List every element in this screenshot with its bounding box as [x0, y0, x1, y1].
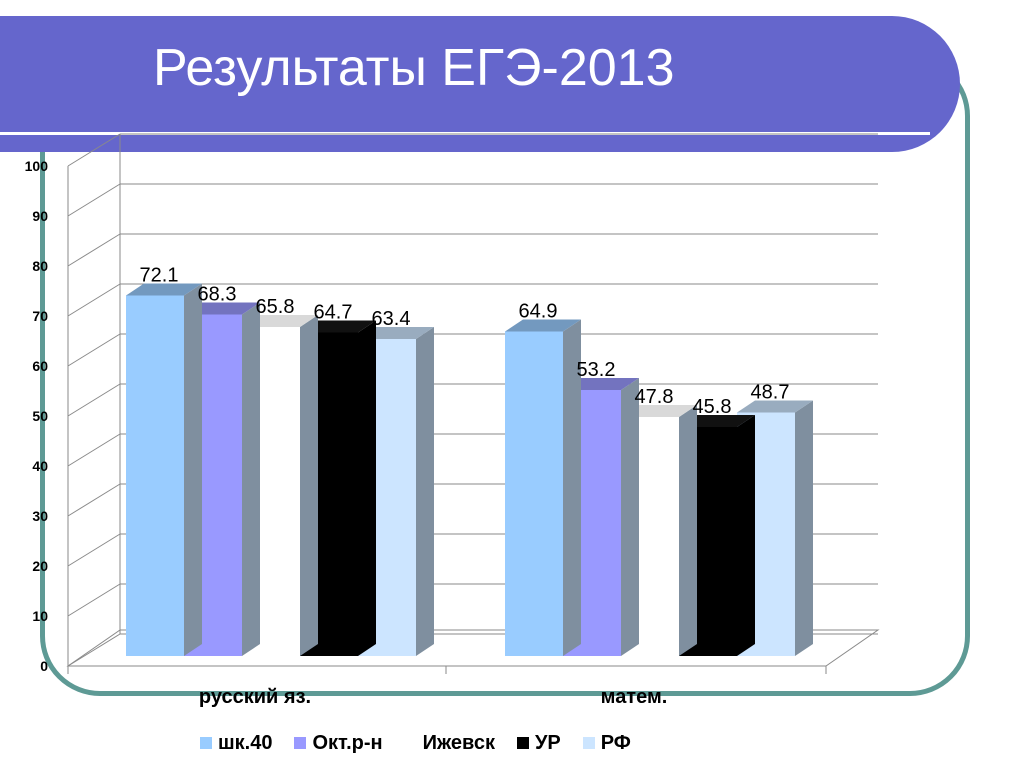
legend-item: Окт.р-н: [294, 731, 383, 755]
legend-item: Ижевск: [404, 731, 495, 755]
grid-diagonal: [67, 283, 121, 317]
bar-side: [242, 302, 260, 656]
legend-label: Окт.р-н: [312, 731, 383, 754]
legend-swatch: [516, 737, 529, 749]
legend-swatch: [294, 737, 307, 749]
bar-side: [679, 405, 697, 656]
bar-top: [300, 320, 376, 333]
y-tick-label: 50: [32, 408, 48, 424]
data-label: 53.2: [577, 359, 616, 381]
data-label: 65.8: [256, 296, 295, 318]
legend-item: РФ: [582, 731, 631, 755]
grid-diagonal: [67, 433, 121, 467]
bar-top: [563, 378, 639, 390]
bar-top: [358, 327, 434, 339]
bar-top: [737, 400, 813, 413]
legend-item: УР: [516, 731, 561, 755]
legend-swatch: [200, 737, 212, 749]
bar: [505, 331, 563, 656]
grid-diagonal: [67, 483, 121, 517]
bar-side: [563, 319, 581, 656]
y-tick-label: 80: [32, 258, 48, 274]
bar-side: [416, 327, 434, 656]
grid-diagonal: [67, 133, 121, 167]
y-tick-label: 90: [32, 208, 48, 224]
y-tick-label: 20: [32, 558, 48, 574]
chart-legend: шк.40 Окт.р-н Ижевск УР РФ: [200, 728, 653, 758]
grid-diagonal: [67, 533, 121, 567]
bar-side: [737, 415, 755, 656]
bar-top: [679, 415, 755, 427]
chart-floor: [66, 629, 880, 667]
bar-top: [621, 405, 697, 417]
legend-label: РФ: [600, 731, 631, 754]
grid-diagonal: [67, 233, 121, 267]
y-tick-label: 100: [25, 158, 49, 174]
bar-top: [505, 319, 581, 332]
bar-top: [242, 315, 318, 327]
y-tick-label: 70: [32, 308, 48, 324]
bar-side: [358, 320, 376, 656]
data-label: 63.4: [372, 308, 411, 330]
y-tick-label: 0: [40, 658, 48, 674]
grid-diagonal: [67, 183, 121, 217]
bar-side: [795, 400, 813, 656]
y-tick-label: 30: [32, 508, 48, 524]
x-category-label: матем.: [601, 686, 668, 708]
legend-label: Ижевск: [422, 731, 495, 754]
legend-swatch: [404, 737, 417, 749]
data-label: 72.1: [140, 265, 179, 287]
y-tick-label: 10: [32, 608, 48, 624]
grid-diagonal: [67, 333, 121, 367]
data-label: 45.8: [693, 396, 732, 418]
data-label: 47.8: [635, 386, 674, 408]
legend-item: шк.40: [200, 732, 272, 755]
grid-diagonal: [67, 633, 121, 667]
data-label: 64.7: [314, 302, 353, 324]
grid-diagonal: [67, 583, 121, 617]
title-bar: [0, 16, 960, 152]
slide-title: Результаты ЕГЭ-2013: [153, 39, 675, 97]
y-tick-label: 60: [32, 358, 48, 374]
bar: [126, 295, 184, 656]
grid-diagonal: [67, 383, 121, 417]
bar-side: [300, 315, 318, 656]
legend-swatch: [582, 737, 595, 749]
bar-top: [126, 283, 202, 296]
data-label: 48.7: [751, 382, 790, 404]
data-label: 68.3: [198, 284, 237, 306]
data-label: 64.9: [519, 301, 558, 323]
bar-side: [184, 283, 202, 656]
legend-label: шк.40: [218, 731, 273, 754]
legend-label: УР: [534, 731, 561, 754]
x-category-label: русский яз.: [199, 686, 311, 708]
y-tick-label: 40: [32, 458, 48, 474]
bar-top: [184, 302, 260, 315]
bar-side: [621, 378, 639, 656]
